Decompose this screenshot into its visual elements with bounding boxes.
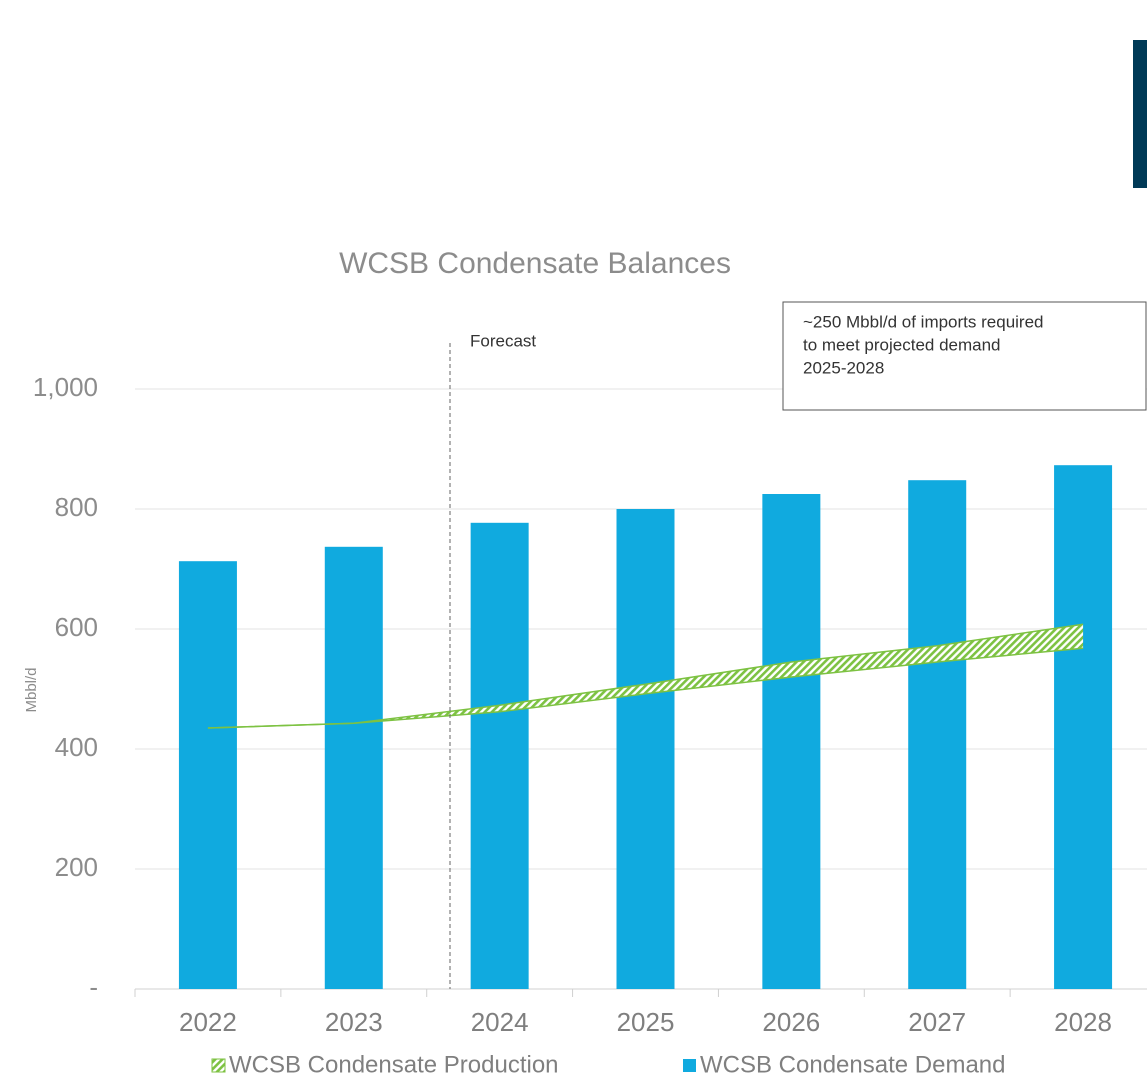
bar — [178, 561, 237, 989]
corner-accent — [1133, 40, 1147, 188]
y-tick-label: 1,000 — [33, 372, 98, 402]
legend-swatch — [683, 1059, 696, 1072]
y-tick-label: 600 — [55, 612, 98, 642]
bar — [470, 522, 529, 989]
x-tick-label: 2022 — [179, 1007, 237, 1037]
x-tick-label: 2028 — [1054, 1007, 1112, 1037]
annotation-line: ~250 Mbbl/d of imports required — [803, 312, 1044, 331]
bar — [324, 546, 383, 989]
legend-swatch — [211, 1058, 226, 1073]
annotation-text: ~250 Mbbl/d of imports required to meet p… — [803, 312, 1044, 377]
grid: - 200 400 600 800 1,000 2022 2023 2024 2025 2026 20… — [33, 372, 1147, 1037]
forecast-label: Forecast — [470, 331, 536, 350]
chart-title: WCSB Condensate Balances — [339, 247, 731, 280]
y-tick-label: 200 — [55, 852, 98, 882]
x-tick-label: 2024 — [471, 1007, 529, 1037]
x-tick-label: 2025 — [617, 1007, 675, 1037]
annotation-line: to meet projected demand — [803, 335, 1001, 354]
annotation-box — [782, 301, 1147, 411]
legend-label: WCSB Condensate Demand — [700, 1051, 1005, 1078]
y-axis-label: Mbbl/d — [23, 667, 40, 712]
y-tick-label: 800 — [55, 492, 98, 522]
y-tick-label: - — [89, 972, 98, 1002]
legend: WCSB Condensate Production WCSB Condensat… — [211, 1051, 1005, 1078]
legend-label: WCSB Condensate Production — [229, 1051, 559, 1078]
x-tick-label: 2027 — [908, 1007, 966, 1037]
y-tick-label: 400 — [55, 732, 98, 762]
bar — [762, 494, 821, 989]
marks — [178, 465, 1113, 989]
x-tick-label: 2026 — [762, 1007, 820, 1037]
annotation-line: 2025-2028 — [803, 358, 884, 377]
bar — [616, 509, 675, 989]
production-lower-line — [207, 647, 1084, 729]
bar — [908, 480, 967, 989]
bar — [1054, 465, 1113, 989]
x-tick-label: 2023 — [325, 1007, 383, 1037]
